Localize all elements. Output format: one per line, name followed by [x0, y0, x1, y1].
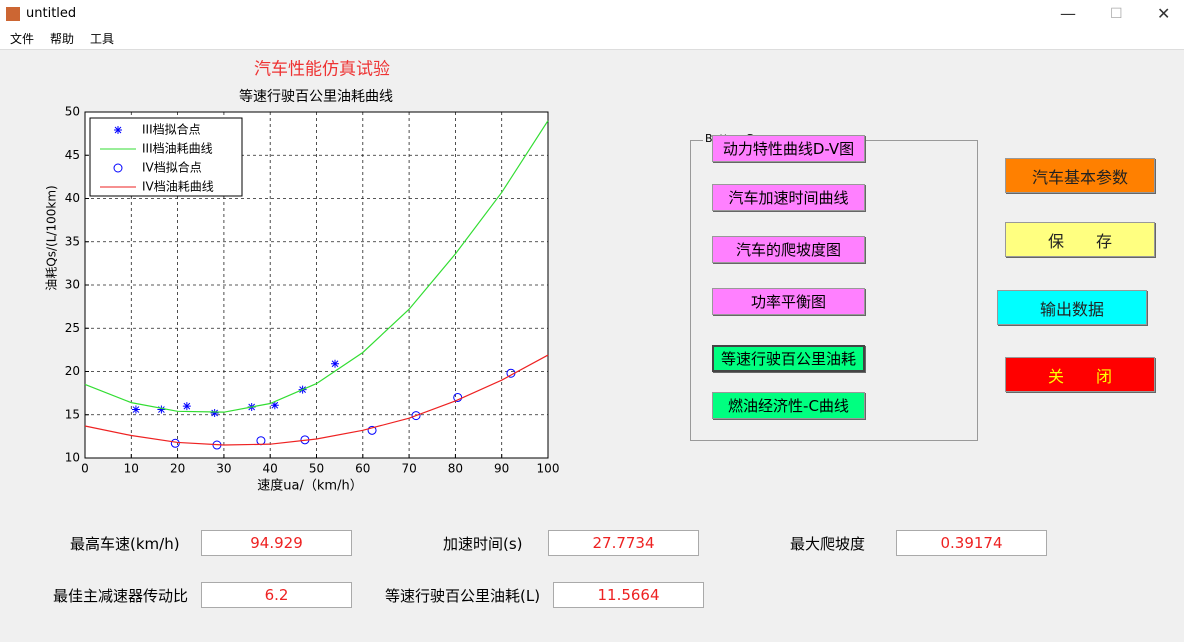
close[interactable]: ✕ — [1157, 4, 1171, 23]
field-label: 最高车速(km/h) — [70, 535, 180, 553]
plot-frame — [84, 111, 549, 459]
title-bar: untitled — ☐ ✕ — [0, 0, 1184, 28]
y-axis-label: 油耗Qs/(L/100km) — [45, 185, 59, 290]
heading: 汽车性能仿真试验 — [254, 60, 390, 80]
y-tick-label: 35 — [65, 234, 80, 248]
group-button[interactable]: 动力特性曲线D-V图 — [712, 135, 865, 162]
y-tick-label: 45 — [65, 148, 80, 162]
point — [210, 409, 219, 418]
side-button[interactable]: 输出数据 — [997, 290, 1147, 325]
x-tick-label: 50 — [309, 462, 324, 476]
point — [411, 411, 421, 421]
point — [170, 438, 180, 448]
chart-title: 等速行驶百公里油耗曲线 — [239, 88, 393, 105]
side-button[interactable]: 汽车基本参数 — [1005, 158, 1155, 193]
x-axis-label: 速度ua/（km/h） — [257, 478, 362, 494]
side-button[interactable]: 保存 — [1005, 222, 1155, 257]
legend-label: IV档油耗曲线 — [142, 180, 214, 194]
menu-item[interactable]: 工具 — [90, 32, 115, 46]
group-button[interactable]: 燃油经济性-C曲线 — [712, 392, 865, 419]
y-tick-label: 10 — [65, 451, 80, 465]
field-value[interactable]: 27.7734 — [548, 530, 699, 556]
x-tick-label: 80 — [448, 462, 463, 476]
y-tick-label: 15 — [65, 407, 80, 421]
app-icon — [6, 7, 20, 21]
x-tick-label: 40 — [263, 462, 278, 476]
menu-item[interactable]: 文件 — [10, 32, 35, 46]
menu-bar: 文件 帮助 工具 — [0, 28, 1184, 50]
legend-label: III档拟合点 — [142, 122, 201, 137]
field-value[interactable]: 0.39174 — [896, 530, 1047, 556]
x-tick-label: 10 — [124, 462, 139, 476]
y-tick-label: 20 — [65, 364, 80, 378]
point — [131, 405, 140, 414]
point — [182, 402, 191, 411]
field-label: 最大爬坡度 — [790, 535, 866, 553]
x-tick-label: 60 — [355, 462, 370, 476]
point — [331, 359, 340, 368]
legend-label: III档油耗曲线 — [142, 142, 213, 156]
curve — [84, 120, 549, 413]
x-tick-label: 20 — [170, 462, 185, 476]
side-button[interactable]: 关闭 — [1005, 357, 1155, 392]
field-value[interactable]: 11.5664 — [553, 582, 704, 608]
group-button[interactable]: 等速行驶百公里油耗 — [712, 345, 865, 372]
y-tick-label: 30 — [65, 278, 80, 292]
group-button[interactable]: 功率平衡图 — [712, 288, 865, 315]
x-tick-label: 70 — [401, 462, 416, 476]
menu-item[interactable]: 帮助 — [50, 32, 75, 46]
field-value[interactable]: 6.2 — [201, 582, 352, 608]
minimize[interactable]: — — [1060, 4, 1076, 23]
x-tick-label: 0 — [81, 462, 89, 476]
window-title: untitled — [26, 6, 77, 21]
chart: 汽车性能仿真试验 等速行驶百公里油耗曲线 速度ua/（km/h） 油耗Qs/(L… — [45, 60, 560, 494]
group-button[interactable]: 汽车加速时间曲线 — [712, 184, 865, 211]
legend — [89, 117, 243, 197]
curve — [84, 354, 549, 446]
field-label: 最佳主减速器传动比 — [53, 587, 189, 605]
x-tick-label: 100 — [537, 462, 560, 476]
y-tick-label: 50 — [65, 105, 80, 119]
point — [157, 405, 166, 414]
legend-marker — [114, 126, 122, 134]
x-tick-label: 90 — [494, 462, 509, 476]
field-label: 加速时间(s) — [443, 535, 523, 553]
y-tick-label: 40 — [65, 191, 80, 205]
legend-marker — [113, 163, 123, 173]
y-tick-label: 25 — [65, 321, 80, 335]
point — [367, 425, 377, 435]
field-value[interactable]: 94.929 — [201, 530, 352, 556]
maximize[interactable]: ☐ — [1110, 6, 1123, 22]
x-tick-label: 30 — [216, 462, 231, 476]
field-label: 等速行驶百公里油耗(L) — [385, 587, 541, 605]
point — [270, 401, 279, 410]
legend-label: IV档拟合点 — [142, 160, 202, 175]
group-button[interactable]: 汽车的爬坡度图 — [712, 236, 865, 263]
